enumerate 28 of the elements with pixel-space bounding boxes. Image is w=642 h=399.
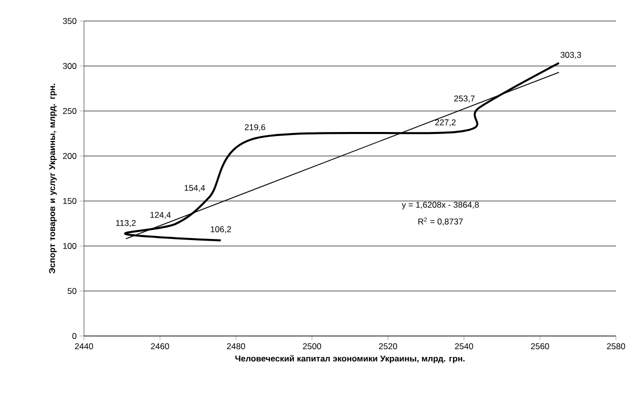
x-axis-title: Человеческий капитал экономики Украины, млрд. грн. [235,355,464,364]
data-label: 113,2 [116,220,136,227]
data-label: 227,2 [435,119,456,126]
x-tick-label: 2480 [227,343,246,350]
data-label: 219,6 [244,124,266,132]
data-label: 253,7 [454,96,475,102]
y-tick-label: 200 [63,153,76,159]
y-tick-label: 350 [62,18,76,24]
data-label: 303,3 [560,52,582,59]
data-label: 106,2 [210,226,231,234]
annotation: R$^{2}$ = 0,8737 [418,217,463,226]
data-label: 124,4 [150,212,171,219]
x-tick-label: 2500 [303,343,322,350]
annotation: y = 1,6208x - 3864,8 [402,202,479,210]
x-tick-label: 2560 [531,343,550,350]
data-label: 154,4 [184,184,205,192]
y-axis-title: Эспорт товаров и услуг Украины, млрд. грн. [49,84,57,274]
y-tick-label: 50 [68,288,76,294]
y-tick-label: 100 [63,243,76,249]
x-tick-label: 2580 [607,343,626,350]
y-tick-label: 300 [62,63,76,69]
y-tick-label: 150 [63,198,76,204]
y-tick-label: 0 [72,333,76,339]
x-tick-label: 2520 [379,343,398,350]
y-tick-label: 250 [63,108,76,114]
x-tick-label: 2460 [151,343,170,350]
x-tick-label: 2440 [75,343,94,350]
x-tick-label: 2540 [455,343,474,350]
